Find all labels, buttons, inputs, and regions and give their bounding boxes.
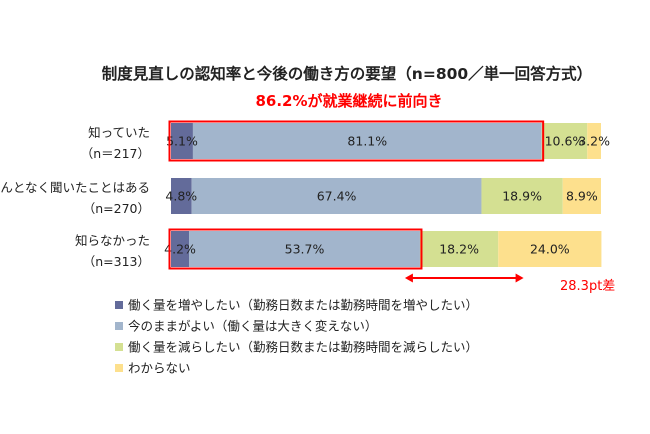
arrowhead-left [404, 273, 413, 283]
value-label: 4.8% [165, 189, 197, 204]
bar-segment [498, 231, 602, 267]
bar-segment [587, 123, 601, 159]
category-label: なんとなく聞いたことはある [0, 180, 150, 195]
category-label: （n＝217） [81, 146, 150, 161]
bar-segment [171, 123, 193, 159]
bar-segment [192, 123, 542, 159]
legend-label: 今のままがよい（働く量は大きく変えない） [128, 319, 377, 334]
legend-label: 働く量を増やしたい（勤務日数または勤務時間を増やしたい） [128, 298, 478, 313]
bar-segment [189, 231, 420, 267]
legend-label: わからない [128, 361, 191, 376]
bar-segment [541, 123, 588, 159]
value-label: 81.1% [347, 134, 387, 149]
bar-plot-area: 知っていた （n＝217） 5.1% 81.1% 10.6%3.2% なんとなく聞いたこと… [0, 120, 615, 294]
bar-segment [191, 178, 482, 214]
bar-segment [171, 178, 192, 214]
category-label: （n=270） [83, 201, 150, 216]
legend-label: 働く量を減らしたい（勤務日数または勤務時間を減らしたい） [128, 340, 478, 355]
value-label: 3.2% [578, 134, 610, 149]
bar-segment [481, 178, 563, 214]
highlight-box [168, 120, 545, 162]
legend-swatch [115, 343, 123, 351]
category-label: （n=313） [83, 254, 150, 269]
category-label: 知っていた [88, 125, 150, 140]
value-label: 18.9% [502, 189, 542, 204]
bar-segment [171, 231, 190, 267]
arrowhead-right [515, 273, 524, 283]
legend-swatch [115, 301, 123, 309]
chart-title: 制度見直しの認知率と今後の働き方の要望（n=800／単一回答方式） [102, 64, 592, 83]
legend-swatch [115, 322, 123, 330]
legend-swatch [115, 364, 123, 372]
value-label: 8.9% [566, 189, 598, 204]
bar-segment [419, 231, 499, 267]
bar-segment [562, 178, 601, 214]
legend: 働く量を増やしたい（勤務日数または勤務時間を増やしたい） 今のままがよい（働く量は… [115, 298, 478, 376]
value-label: 24.0% [530, 242, 570, 257]
value-label: 67.4% [317, 189, 357, 204]
value-label: 10.6% [545, 134, 585, 149]
highlight-box [168, 228, 423, 270]
value-label: 4.2% [164, 242, 196, 257]
value-label: 5.1% [166, 134, 198, 149]
difference-annotation: 28.3pt差 [560, 279, 615, 294]
value-label: 18.2% [439, 242, 479, 257]
category-label: 知らなかった [75, 233, 150, 248]
value-label: 53.7% [285, 242, 325, 257]
chart-subtitle: 86.2%が就業継続に前向き [255, 92, 442, 110]
